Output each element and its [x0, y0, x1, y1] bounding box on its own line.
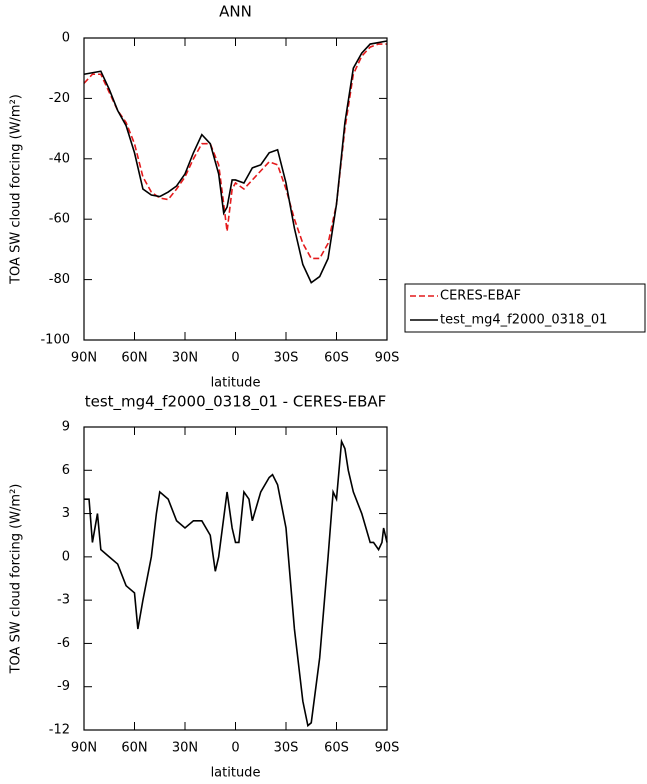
y-tick-label: -20 — [49, 91, 70, 106]
x-tick-label: 60S — [324, 351, 349, 366]
y-tick-label: 9 — [62, 420, 70, 435]
x-tick-label: 60S — [324, 741, 349, 756]
y-tick-label: 0 — [62, 31, 70, 46]
y-tick-label: -3 — [57, 593, 70, 608]
legend-label: test_mg4_f2000_0318_01 — [440, 313, 607, 328]
y-axis-label: TOA SW cloud forcing (W/m²) — [9, 94, 24, 285]
y-tick-label: -9 — [57, 679, 70, 694]
x-axis-label: latitude — [211, 376, 261, 391]
y-tick-label: -60 — [49, 212, 70, 227]
y-tick-label: -6 — [57, 636, 70, 651]
x-tick-label: 60N — [121, 741, 147, 756]
y-axis-label: TOA SW cloud forcing (W/m²) — [9, 484, 24, 675]
data-line — [83, 40, 388, 284]
x-tick-label: 30S — [274, 351, 299, 366]
x-tick-label: 90N — [71, 741, 97, 756]
y-tick-label: -12 — [49, 723, 70, 738]
data-line — [84, 438, 388, 728]
chart-title: test_mg4_f2000_0318_01 - CERES-EBAF — [85, 393, 387, 412]
y-tick-label: 0 — [62, 549, 70, 564]
x-tick-label: 0 — [231, 741, 239, 756]
x-tick-label: 30N — [172, 351, 198, 366]
y-tick-label: 6 — [62, 463, 70, 478]
x-axis-label: latitude — [211, 766, 261, 781]
x-tick-label: 0 — [231, 351, 239, 366]
plot-frame — [83, 426, 388, 731]
chart-title: ANN — [219, 3, 252, 21]
x-tick-label: 90S — [375, 351, 400, 366]
y-tick-label: -80 — [49, 272, 70, 287]
y-tick-label: 3 — [62, 506, 70, 521]
y-tick-label: -100 — [40, 333, 70, 348]
x-tick-label: 30S — [274, 741, 299, 756]
y-tick-label: -40 — [49, 151, 70, 166]
legend-box — [404, 283, 646, 333]
plot-frame — [83, 37, 388, 341]
x-tick-label: 90N — [71, 351, 97, 366]
x-tick-label: 30N — [172, 741, 198, 756]
x-tick-label: 90S — [375, 741, 400, 756]
x-tick-label: 60N — [121, 351, 147, 366]
legend-label: CERES-EBAF — [440, 289, 521, 304]
